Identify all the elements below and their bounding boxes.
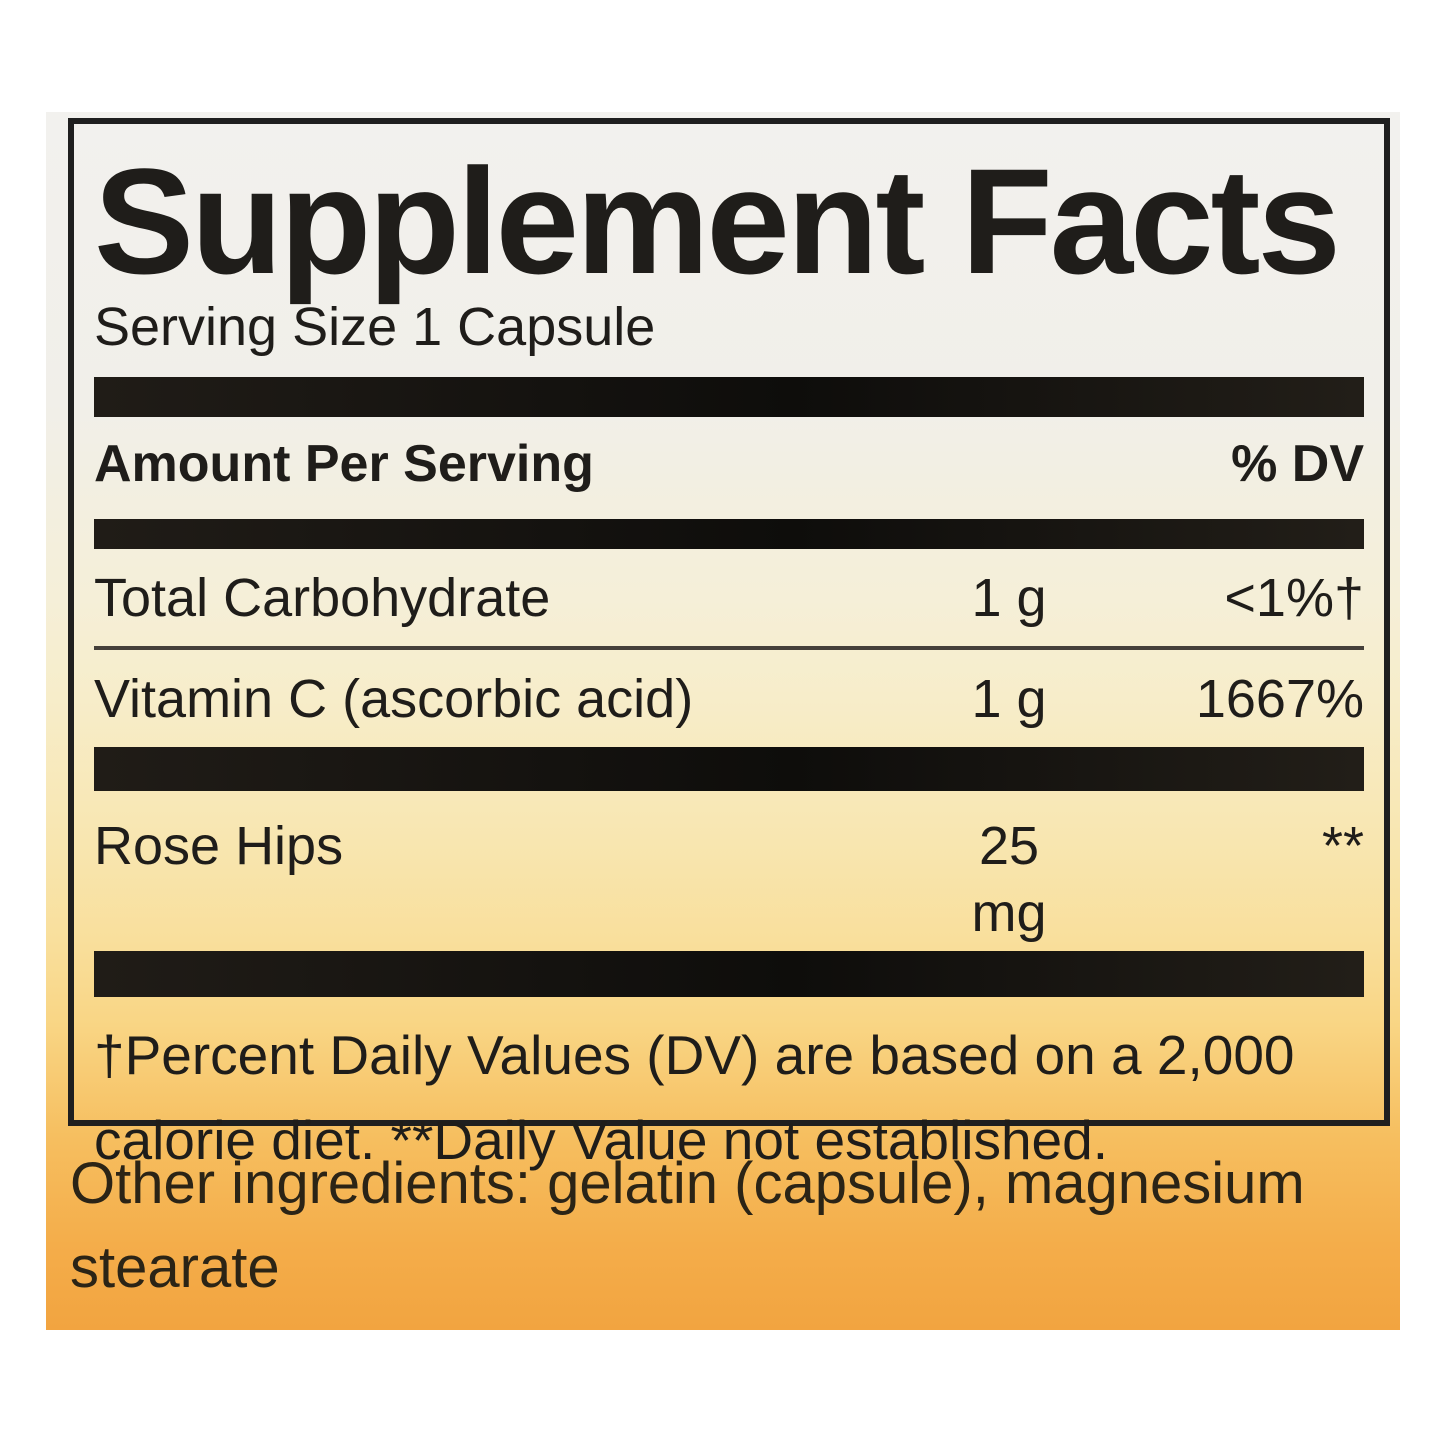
nutrient-amount: 25 mg <box>971 815 1047 943</box>
thin-divider <box>94 645 1364 650</box>
nutrient-row-vitamin-c: Vitamin C (ascorbic acid) 1 g 1667% <box>94 650 1364 747</box>
nutrient-name: Total Carbohydrate <box>94 567 551 628</box>
nutrient-row-rose-hips: Rose Hips 25 mg ** <box>94 791 1364 951</box>
supplement-facts-panel: Supplement Facts Serving Size 1 Capsule … <box>68 118 1390 1171</box>
nutrient-name: Vitamin C (ascorbic acid) <box>94 668 694 729</box>
divider-bar-top <box>94 376 1364 417</box>
nutrient-dv: <1%† <box>1224 567 1364 628</box>
label-gradient-backdrop: Supplement Facts Serving Size 1 Capsule … <box>46 112 1400 1330</box>
other-ingredients: Other ingredients: gelatin (capsule), ma… <box>70 1151 1305 1300</box>
nutrient-amount: 1 g <box>971 668 1047 729</box>
serving-size: Serving Size 1 Capsule <box>94 296 656 357</box>
nutrient-dv: ** <box>1321 815 1364 876</box>
panel-title: Supplement Facts <box>94 137 1341 305</box>
percent-dv-header: % DV <box>1231 434 1364 493</box>
nutrient-row-total-carbohydrate: Total Carbohydrate 1 g <1%† <box>94 549 1364 646</box>
divider-bar-bottom <box>94 950 1364 997</box>
nutrient-dv: 1667% <box>1195 668 1364 729</box>
amount-per-serving-header: Amount Per Serving <box>94 434 594 493</box>
divider-bar-header <box>94 518 1364 549</box>
nutrient-amount: 1 g <box>971 567 1047 628</box>
divider-bar-mid <box>94 746 1364 791</box>
nutrient-name: Rose Hips <box>94 815 344 876</box>
column-header-row: Amount Per Serving % DV <box>94 433 1364 495</box>
daily-value-footnote: †Percent Daily Values (DV) are based on … <box>94 1023 1295 1171</box>
